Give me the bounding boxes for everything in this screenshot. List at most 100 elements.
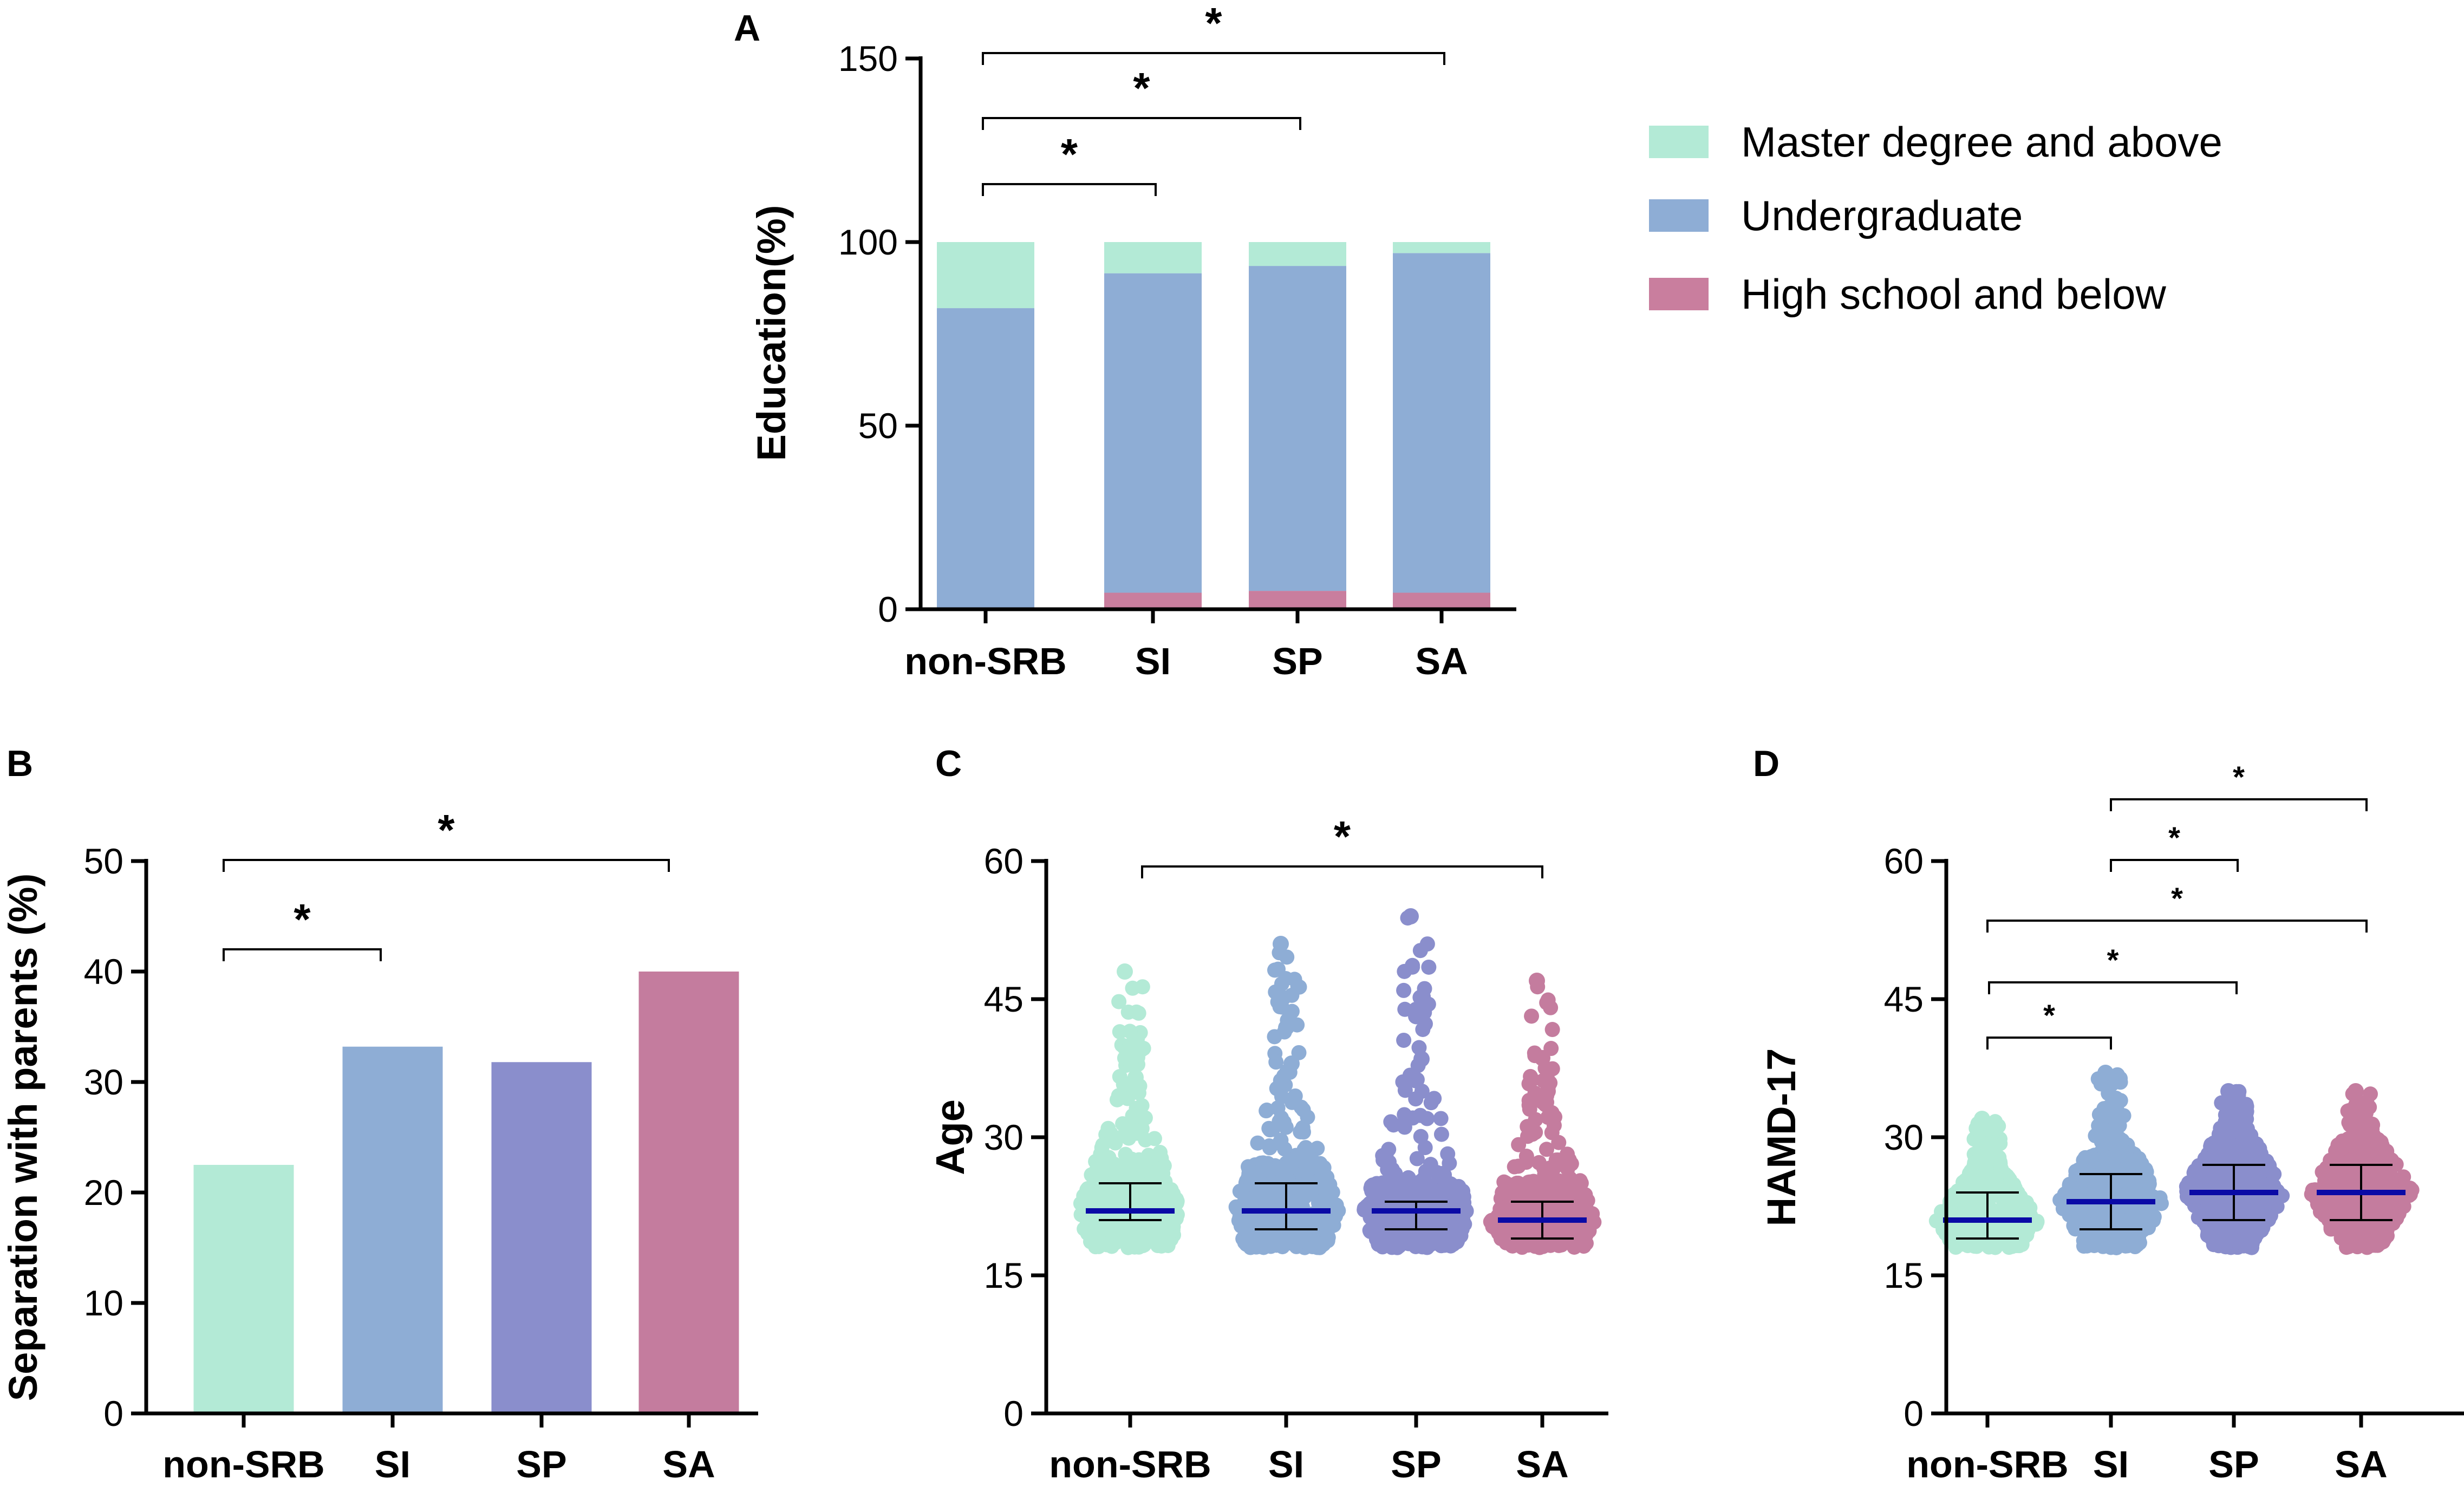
data-point	[2111, 1131, 2127, 1146]
bar-segment	[1249, 266, 1346, 591]
data-point	[1162, 1189, 1178, 1205]
data-point	[1125, 1192, 1141, 1208]
data-point	[1993, 1161, 2009, 1177]
data-point	[1554, 1179, 1570, 1195]
data-point	[1270, 961, 1286, 977]
data-point	[1125, 980, 1140, 996]
data-point	[1378, 1146, 1394, 1162]
data-point	[1152, 1179, 1168, 1195]
data-point	[1548, 1152, 1564, 1168]
y-tick-label: 100	[838, 222, 898, 262]
legend-label: High school and below	[1741, 270, 2167, 318]
data-point	[2244, 1236, 2260, 1252]
data-point	[2356, 1138, 2372, 1154]
data-point	[1323, 1218, 1339, 1234]
x-tick-label: SI	[1268, 1443, 1304, 1485]
data-point	[2323, 1211, 2339, 1227]
data-point	[1138, 1132, 1153, 1148]
bar-segment	[1249, 242, 1346, 266]
significance-bracket	[982, 183, 1157, 196]
data-point	[1241, 1170, 1257, 1185]
y-axis-label: Education(%)	[749, 205, 794, 461]
data-point	[2020, 1222, 2036, 1238]
data-point	[2097, 1237, 2113, 1253]
data-point	[1409, 1151, 1425, 1166]
data-point	[1542, 1203, 1557, 1218]
data-point	[1388, 1185, 1404, 1201]
data-point	[1985, 1236, 2000, 1252]
data-point	[1318, 1182, 1334, 1198]
significance-bracket	[1986, 1037, 2112, 1050]
data-point	[1274, 1089, 1289, 1105]
data-point	[1524, 1008, 1540, 1024]
data-point	[1559, 1204, 1575, 1220]
dot-cloud	[1228, 936, 1346, 1255]
data-point	[1417, 981, 1432, 996]
data-point	[2084, 1186, 2100, 1202]
y-tick-label: 30	[84, 1062, 123, 1102]
data-point	[2120, 1153, 2135, 1169]
data-point	[2214, 1095, 2230, 1111]
significance-star: *	[1061, 130, 1078, 178]
significance-bracket	[1986, 920, 2368, 933]
panel-d: D 0 15 30 45 60 non-SRB SI SP SA HAMD-17 * * * * *	[1753, 743, 2464, 1485]
x-tick-label: non-SRB	[1049, 1443, 1211, 1485]
data-point	[1540, 1083, 1556, 1099]
data-point	[1560, 1161, 1575, 1177]
panel-letter: D	[1753, 743, 1779, 784]
data-point	[1958, 1182, 1973, 1198]
x-tick-label: SI	[2093, 1443, 2129, 1485]
data-point	[1540, 992, 1556, 1008]
y-tick-label: 0	[1904, 1393, 1924, 1433]
data-point	[2207, 1146, 2223, 1162]
significance-star: *	[294, 895, 311, 943]
bar-segment	[1393, 253, 1490, 593]
bar-segment	[937, 308, 1034, 608]
panel-letter: A	[734, 8, 760, 49]
data-point	[2396, 1169, 2411, 1185]
data-point	[2381, 1197, 2396, 1213]
data-point	[1268, 1054, 1284, 1070]
data-point	[2247, 1163, 2263, 1179]
data-point	[1405, 1110, 1420, 1126]
data-point	[1397, 1083, 1413, 1098]
data-point	[2120, 1164, 2136, 1179]
significance-bracket	[982, 117, 1301, 130]
x-tick-label: SI	[1135, 640, 1171, 682]
data-point	[2344, 1201, 2360, 1216]
data-point	[2062, 1207, 2077, 1223]
data-point	[1273, 936, 1289, 952]
data-point	[2097, 1065, 2114, 1081]
data-point	[2231, 1150, 2247, 1165]
data-point	[2110, 1215, 2126, 1230]
data-point	[2098, 1187, 2114, 1203]
data-point	[2135, 1163, 2151, 1179]
data-point	[1534, 1050, 1550, 1066]
data-point	[1125, 1108, 1140, 1124]
x-tick-label: SA	[1415, 640, 1468, 682]
legend-swatch	[1649, 126, 1709, 158]
data-point	[1526, 1178, 1541, 1194]
data-point	[1098, 1221, 1113, 1237]
y-tick-label: 150	[838, 38, 898, 79]
data-point	[1419, 1111, 1435, 1126]
data-point	[1384, 1218, 1399, 1234]
data-point	[1948, 1240, 1964, 1255]
data-point	[1132, 1157, 1148, 1172]
data-point	[2266, 1194, 2282, 1210]
bar	[342, 1046, 443, 1413]
data-point	[2200, 1228, 2215, 1243]
data-point	[1426, 1091, 1442, 1106]
data-point	[1095, 1137, 1111, 1153]
significance-star: *	[1334, 812, 1351, 861]
data-point	[1278, 1119, 1294, 1135]
significance-star: *	[2233, 760, 2245, 794]
data-point	[2087, 1152, 2103, 1168]
significance-star: *	[2168, 820, 2180, 855]
data-point	[1483, 1214, 1498, 1230]
y-tick-label: 0	[103, 1393, 123, 1433]
data-point	[1974, 1111, 1990, 1127]
data-point	[1440, 1146, 1456, 1162]
panel-a: A 0 50 100 150 non-SRB SI SP SA Education(%) * * * Ma…	[734, 0, 2222, 682]
bar-segment	[937, 242, 1034, 309]
